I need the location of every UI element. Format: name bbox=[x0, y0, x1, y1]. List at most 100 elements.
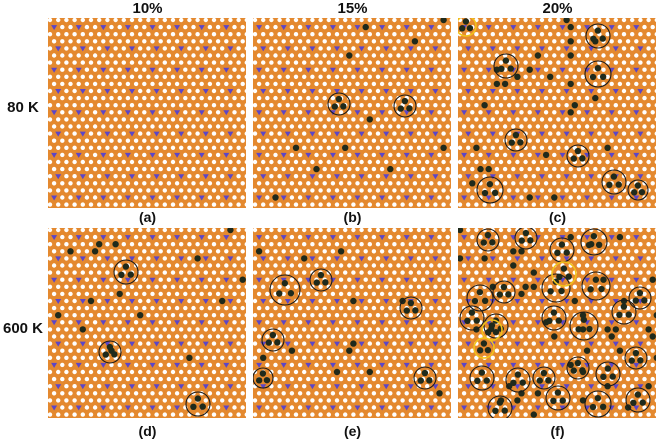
site-dot bbox=[461, 291, 467, 297]
site-dot bbox=[101, 95, 106, 101]
site-dot bbox=[187, 131, 192, 136]
site-dot bbox=[355, 263, 360, 268]
site-dot bbox=[437, 348, 442, 353]
site-dot bbox=[166, 152, 172, 158]
site-dot bbox=[572, 32, 577, 37]
site-dot bbox=[449, 188, 451, 193]
site-dot bbox=[363, 320, 368, 325]
site-dot bbox=[121, 341, 127, 346]
site-dot bbox=[88, 256, 94, 261]
site-dot bbox=[277, 256, 282, 261]
site-dot bbox=[617, 263, 623, 268]
site-dot bbox=[129, 284, 135, 289]
site-dot bbox=[507, 355, 512, 360]
cluster-atom bbox=[518, 290, 525, 298]
site-dot bbox=[388, 376, 393, 382]
site-dot bbox=[179, 398, 184, 403]
site-dot bbox=[97, 60, 102, 65]
site-dot bbox=[363, 362, 368, 368]
site-dot bbox=[589, 32, 594, 37]
site-dot bbox=[261, 284, 266, 289]
site-dot bbox=[507, 341, 512, 346]
site-dot bbox=[220, 284, 225, 289]
site-dot bbox=[232, 348, 237, 353]
site-dot bbox=[539, 355, 545, 360]
site-dot bbox=[281, 53, 286, 58]
site-dot bbox=[240, 81, 245, 87]
site-dot bbox=[597, 313, 602, 318]
site-dot bbox=[273, 362, 278, 368]
site-dot bbox=[502, 362, 508, 368]
site-dot bbox=[273, 53, 278, 58]
site-dot bbox=[117, 152, 122, 158]
site-dot bbox=[125, 166, 131, 172]
site-dot bbox=[650, 391, 655, 396]
site-dot bbox=[84, 53, 90, 58]
site-dot bbox=[642, 138, 647, 143]
site-dot bbox=[420, 152, 426, 158]
site-dot bbox=[154, 145, 159, 150]
triangle-marker bbox=[588, 131, 595, 137]
site-dot bbox=[60, 53, 65, 58]
site-dot bbox=[142, 195, 147, 200]
site-dot bbox=[642, 391, 647, 396]
site-dot bbox=[548, 117, 553, 122]
lattice-image-b bbox=[253, 18, 451, 208]
site-dot bbox=[174, 138, 180, 143]
site-dot bbox=[375, 369, 381, 375]
site-dot bbox=[449, 145, 451, 150]
site-dot bbox=[437, 110, 442, 115]
triangle-marker bbox=[284, 174, 291, 180]
site-dot bbox=[556, 103, 561, 108]
site-dot bbox=[392, 188, 397, 193]
cluster-atom bbox=[462, 18, 470, 25]
triangle-marker bbox=[588, 341, 595, 347]
site-dot bbox=[314, 263, 319, 268]
site-dot bbox=[334, 270, 340, 275]
cluster-atom bbox=[534, 390, 542, 397]
triangle-marker bbox=[51, 405, 58, 411]
cluster-circle bbox=[584, 60, 612, 88]
site-dot bbox=[256, 138, 262, 143]
triangle-marker bbox=[432, 89, 439, 94]
site-dot bbox=[80, 355, 85, 360]
site-dot bbox=[326, 384, 331, 389]
site-dot bbox=[461, 95, 467, 101]
site-dot bbox=[277, 398, 282, 403]
cluster-atom bbox=[301, 255, 308, 262]
site-dot bbox=[474, 256, 479, 261]
triangle-marker bbox=[260, 299, 267, 304]
site-dot bbox=[392, 327, 397, 332]
site-dot bbox=[322, 249, 327, 254]
site-dot bbox=[334, 313, 340, 318]
site-dot bbox=[347, 362, 352, 368]
site-dot bbox=[191, 138, 196, 143]
site-dot bbox=[277, 88, 282, 94]
triangle-marker bbox=[100, 277, 107, 283]
site-dot bbox=[589, 188, 594, 193]
site-dot bbox=[302, 398, 307, 403]
site-dot bbox=[375, 298, 381, 304]
site-dot bbox=[297, 234, 303, 240]
site-dot bbox=[306, 138, 311, 143]
site-dot bbox=[97, 298, 102, 304]
site-dot bbox=[630, 74, 635, 79]
site-dot bbox=[166, 405, 172, 410]
site-dot bbox=[56, 369, 61, 375]
site-dot bbox=[445, 348, 450, 353]
site-dot bbox=[232, 95, 237, 101]
site-dot bbox=[437, 291, 442, 297]
site-dot bbox=[441, 103, 446, 108]
site-dot bbox=[215, 81, 221, 87]
site-dot bbox=[125, 95, 131, 101]
site-dot bbox=[400, 384, 405, 389]
site-dot bbox=[400, 174, 405, 179]
triangle-marker bbox=[559, 25, 566, 31]
triangle-marker bbox=[334, 174, 340, 180]
site-dot bbox=[396, 152, 401, 158]
site-dot bbox=[535, 348, 541, 353]
site-dot bbox=[630, 384, 635, 389]
site-dot bbox=[183, 152, 188, 158]
site-dot bbox=[334, 202, 340, 207]
site-dot bbox=[253, 341, 258, 346]
